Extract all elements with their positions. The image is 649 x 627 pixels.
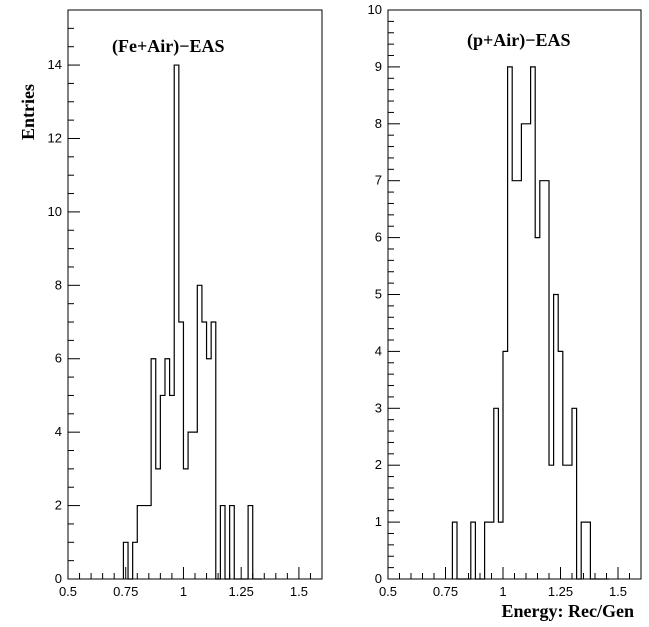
p-air-y-tick-label: 2 [375,457,382,472]
fe-air-y-tick-label: 10 [48,204,62,219]
p-air-histogram-line [451,66,609,580]
p-air-ticks: 0.5 0.75 1 1.25 1.5 0 1 2 3 4 5 6 7 8 9 10 [368,2,642,599]
p-air-y-tick-label: 0 [375,571,382,586]
fe-air-x-tick-label: 1.25 [229,584,254,599]
fe-air-panel-title: (Fe+Air)−EAS [112,36,225,57]
x-axis-title-energy: Energy: Rec/Gen [502,601,634,621]
fe-air-x-tick-label: 0.75 [113,584,138,599]
fe-air-y-tick-label: 12 [48,130,62,145]
p-air-y-tick-label: 4 [375,343,382,358]
p-air-y-tick-label: 8 [375,116,382,131]
p-air-panel-title: (p+Air)−EAS [467,30,571,51]
p-air-y-tick-label: 10 [368,2,382,17]
p-air-y-tick-label: 5 [375,287,382,302]
fe-air-histogram-line [122,64,262,580]
fe-air-y-tick-label: 4 [55,424,62,439]
p-air-x-tick-label: 1 [499,584,506,599]
fe-air-y-tick-label: 8 [55,277,62,292]
p-air-y-tick-label: 9 [375,59,382,74]
fe-air-y-tick-label: 6 [55,351,62,366]
fe-air-x-tick-label: 0.5 [59,584,77,599]
fe-air-y-tick-label: 0 [55,571,62,586]
fe-air-x-tick-label: 1 [180,584,187,599]
fe-air-y-tick-label: 2 [55,498,62,513]
p-air-y-tick-label: 6 [375,230,382,245]
fe-air-y-tick-label: 14 [48,57,62,72]
p-air-y-tick-label: 7 [375,173,382,188]
p-air-y-tick-label: 3 [375,400,382,415]
p-air-x-tick-label: 1.5 [609,584,627,599]
fe-air-ticks: 0.5 0.75 1 1.25 1.5 0 2 4 6 8 10 12 14 [48,9,323,599]
p-air-x-tick-label: 1.25 [548,584,573,599]
p-air-plot-frame [387,9,642,580]
fe-air-x-tick-label: 1.5 [290,584,308,599]
fe-air-plot-frame [67,9,323,580]
p-air-x-tick-label: 0.5 [379,584,397,599]
p-air-x-tick-label: 0.75 [433,584,458,599]
p-air-y-tick-label: 1 [375,514,382,529]
y-axis-title-entries: Entries [18,84,38,140]
